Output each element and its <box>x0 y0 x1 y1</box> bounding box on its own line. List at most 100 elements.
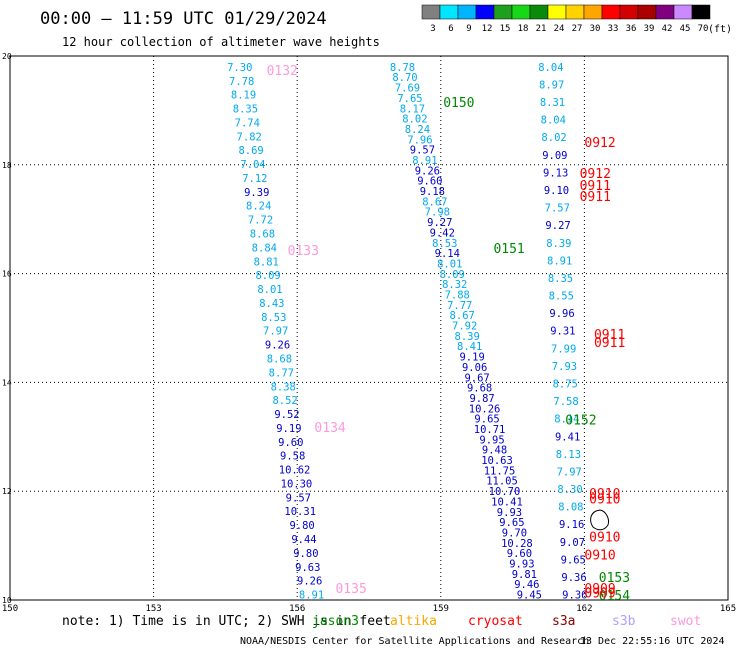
swh-value: 9.14 <box>435 248 460 260</box>
swh-value: 8.32 <box>442 279 467 291</box>
swh-value: 7.99 <box>551 343 576 355</box>
swh-value: 8.91 <box>299 590 324 602</box>
island-coastline <box>590 509 609 531</box>
colorbar-label: 21 <box>536 24 547 34</box>
swh-value: 9.42 <box>430 227 455 239</box>
swh-value: 7.97 <box>557 466 582 478</box>
swh-value: 8.43 <box>259 298 284 310</box>
swh-value: 8.01 <box>257 284 282 296</box>
swh-value: 9.67 <box>464 372 489 384</box>
swh-value: 9.80 <box>289 520 314 532</box>
colorbar-label: 42 <box>662 24 673 34</box>
y-tick-label: 14 <box>2 378 12 387</box>
swh-value: 8.08 <box>558 502 583 514</box>
swh-value: 9.16 <box>559 519 584 531</box>
swh-value: 9.18 <box>420 186 445 198</box>
satellite-legend-cryosat: cryosat <box>468 614 523 629</box>
swh-value: 8.31 <box>540 97 565 109</box>
swh-value: 10.62 <box>279 465 311 477</box>
swh-value: 8.78 <box>390 62 415 74</box>
plot-area: 150 153 156 159 162 165 10 12 14 16 18 20 7.30 7.78 8… <box>2 52 736 614</box>
y-tick-label: 18 <box>2 161 12 170</box>
colorbar-label: 39 <box>644 24 655 34</box>
swh-value: 7.72 <box>248 215 273 227</box>
swh-value: 8.01 <box>437 258 462 270</box>
swh-value: 8.75 <box>553 378 578 390</box>
colorbar-swatch <box>529 4 549 20</box>
swh-value: 7.57 <box>545 203 570 215</box>
swh-value: 9.65 <box>499 517 524 529</box>
colorbar-swatch <box>619 4 639 20</box>
swh-value: 9.60 <box>417 176 442 188</box>
y-tick-label: 16 <box>2 270 12 279</box>
swh-value: 8.97 <box>539 79 564 91</box>
x-tick-label: 162 <box>576 604 592 614</box>
pass-label: 0911 <box>594 336 625 351</box>
swh-value: 9.27 <box>427 217 452 229</box>
swh-value: 10.70 <box>489 486 521 498</box>
colorbar-swatch <box>421 4 441 20</box>
colorbar-label: 9 <box>466 24 471 34</box>
swh-value: 9.57 <box>410 145 435 157</box>
colorbar-legend: 3 6 9 12 15 18 21 24 27 30 33 36 39 42 45 70 <box>421 4 711 34</box>
swh-value: 8.68 <box>267 353 292 365</box>
plot-frame <box>9 55 729 601</box>
swh-value: 8.38 <box>271 381 296 393</box>
swh-value: 10.63 <box>481 455 513 467</box>
swh-value: 9.48 <box>482 445 507 457</box>
swh-value: 9.45 <box>517 590 542 602</box>
swh-value: 8.68 <box>250 229 275 241</box>
swh-value: 9.65 <box>561 554 586 566</box>
pass-label: 0910 <box>589 492 620 507</box>
swh-value: 8.67 <box>422 196 447 208</box>
colorbar-label: 45 <box>680 24 691 34</box>
pass-label: 0134 <box>314 421 345 436</box>
colorbar-swatch <box>457 4 477 20</box>
y-tick-label: 20 <box>2 52 12 61</box>
satellite-legend-altika: altika <box>390 614 437 629</box>
swh-value: 9.70 <box>502 527 527 539</box>
axis-ticks: 150 153 156 159 162 165 10 12 14 16 18 20 <box>2 52 736 614</box>
satellite-legend-s3a: s3a <box>552 614 575 629</box>
colorbar-label: 24 <box>554 24 565 34</box>
satellite-legend: jason3 altika cryosat s3a s3b swot <box>312 614 701 629</box>
pass-label: 0909 <box>584 586 615 601</box>
pass-label: 0150 <box>443 96 474 111</box>
data-marks: 7.307.788.198.357.747.828.697.047.129.39… <box>227 62 587 602</box>
colorbar-swatch <box>601 4 621 20</box>
colorbar-swatch <box>673 4 693 20</box>
colorbar-swatch <box>547 4 567 20</box>
swh-value: 10.28 <box>501 538 533 550</box>
swh-value: 9.93 <box>497 507 522 519</box>
colorbar-swatch <box>475 4 495 20</box>
colorbar-label: 18 <box>518 24 529 34</box>
swh-value: 8.41 <box>457 341 482 353</box>
swh-value: 8.70 <box>392 72 417 84</box>
pass-label: 0912 <box>580 167 611 182</box>
swh-value: 7.04 <box>240 159 265 171</box>
pass-label: 0151 <box>493 242 524 257</box>
satellite-legend-swot: swot <box>670 614 701 629</box>
swh-value: 9.60 <box>507 548 532 560</box>
pass-label: 0911 <box>580 190 611 205</box>
footer-note: note: 1) Time is in UTC; 2) SWH is in fe… <box>62 614 391 629</box>
swh-value: 9.46 <box>514 579 539 591</box>
pass-label: 0133 <box>288 244 319 259</box>
swh-value: 9.36 <box>561 572 586 584</box>
swh-value: 7.93 <box>552 361 577 373</box>
colorbar-label: 33 <box>608 24 619 34</box>
swh-value: 7.88 <box>445 290 470 302</box>
colorbar-swatch <box>439 4 459 20</box>
swh-value: 9.19 <box>276 423 301 435</box>
colorbar-unit: (ft) <box>708 24 732 35</box>
colorbar-swatch <box>565 4 585 20</box>
pass-label: 0154 <box>599 589 630 604</box>
swh-value: 7.92 <box>452 321 477 333</box>
colorbar-swatch <box>637 4 657 20</box>
swh-value: 9.09 <box>542 150 567 162</box>
swh-value: 8.24 <box>405 124 430 136</box>
colorbar-label: 15 <box>500 24 511 34</box>
swh-value: 7.78 <box>229 76 254 88</box>
colorbar-swatch <box>493 4 513 20</box>
